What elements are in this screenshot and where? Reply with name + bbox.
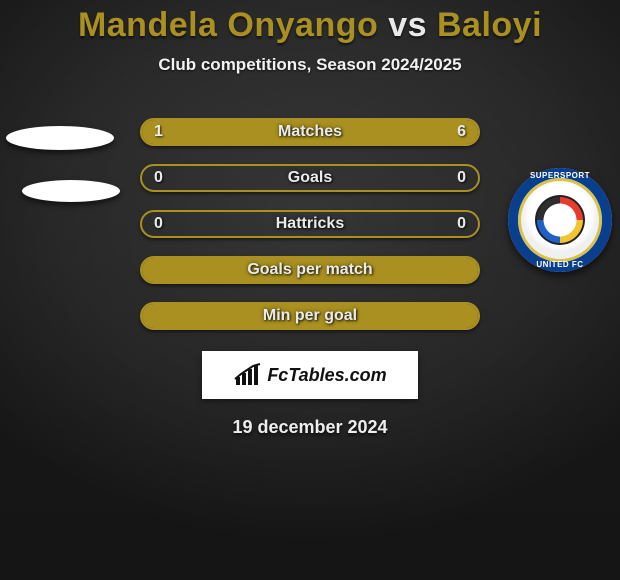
stat-bar: Goals: [140, 164, 480, 192]
content: Mandela Onyango vs Baloyi Club competiti…: [0, 0, 620, 438]
stat-label: Goals: [288, 169, 332, 187]
stat-value-right: 0: [457, 169, 466, 187]
stat-row: 1 6 Matches: [0, 109, 620, 155]
stat-bar: Hattricks: [140, 210, 480, 238]
stat-value-left: 1: [154, 123, 163, 141]
date-text: 19 december 2024: [0, 417, 620, 438]
title-player1: Mandela Onyango: [78, 6, 378, 44]
stat-row: Goals per match: [0, 247, 620, 293]
stats-block: 1 6 Matches 0 0 Goals 0 0 Hattricks Goals per mat…: [0, 109, 620, 339]
stat-bar: Goals per match: [140, 256, 480, 284]
page-title: Mandela Onyango vs Baloyi: [0, 6, 620, 45]
stat-row: 0 0 Hattricks: [0, 201, 620, 247]
stat-label: Goals per match: [247, 261, 372, 279]
title-vs: vs: [388, 6, 427, 44]
stat-bar-fill-left: [142, 120, 189, 144]
subtitle: Club competitions, Season 2024/2025: [0, 55, 620, 75]
stat-value-left: 0: [154, 215, 163, 233]
stat-label: Matches: [278, 123, 342, 141]
stat-label: Min per goal: [263, 307, 357, 325]
stat-row: Min per goal: [0, 293, 620, 339]
brand-text: FcTables.com: [267, 365, 386, 386]
stat-row: 0 0 Goals: [0, 155, 620, 201]
stat-label: Hattricks: [276, 215, 344, 233]
stat-bar: Min per goal: [140, 302, 480, 330]
brand-box[interactable]: FcTables.com: [202, 351, 418, 399]
stat-value-right: 6: [457, 123, 466, 141]
stat-value-left: 0: [154, 169, 163, 187]
title-player2: Baloyi: [437, 6, 542, 44]
brand-chart-icon: [233, 363, 261, 387]
stat-value-right: 0: [457, 215, 466, 233]
stat-bar: Matches: [140, 118, 480, 146]
